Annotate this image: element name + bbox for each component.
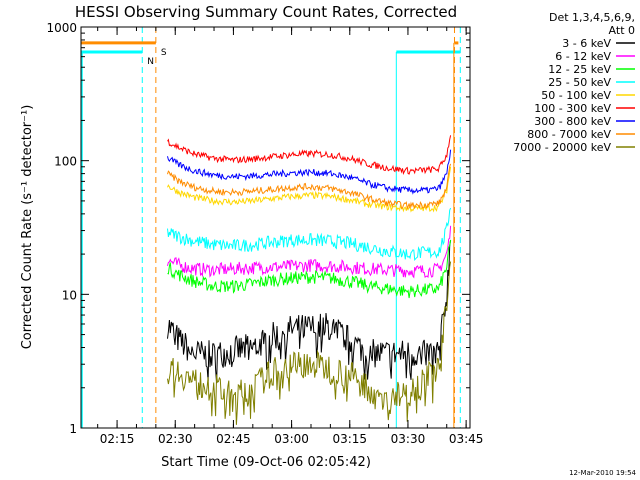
y-axis-label: Corrected Count Rate (s⁻¹ detector⁻¹) xyxy=(20,105,35,350)
y-tick-label: 1 xyxy=(69,422,77,436)
footer-timestamp: 12-Mar-2010 19:54 xyxy=(569,469,636,477)
legend-entry-label: 7000 - 20000 keV xyxy=(513,141,611,154)
legend-title: Att 0 xyxy=(609,24,635,37)
legend-entry-label: 800 - 7000 keV xyxy=(527,128,611,141)
legend-entry-label: 300 - 800 keV xyxy=(534,115,611,128)
x-tick-label: 03:30 xyxy=(391,432,426,446)
series-line xyxy=(167,207,452,261)
plot-frame xyxy=(80,26,471,429)
legend-entry-label: 12 - 25 keV xyxy=(548,63,611,76)
legend-entry-label: 50 - 100 keV xyxy=(541,89,611,102)
x-tick-label: 02:15 xyxy=(100,432,135,446)
legend-entry-label: 3 - 6 keV xyxy=(562,37,611,50)
series-line xyxy=(167,225,452,279)
flag-label-S: S xyxy=(161,48,167,58)
legend-entry-label: 25 - 50 keV xyxy=(548,76,611,89)
y-tick-label: 10 xyxy=(62,288,77,302)
legend-entry-label: 100 - 300 keV xyxy=(534,102,611,115)
series-line xyxy=(167,166,452,213)
legend-entry-label: 6 - 12 keV xyxy=(555,50,611,63)
series-line xyxy=(167,261,452,425)
series-line xyxy=(167,149,452,195)
series-line xyxy=(167,135,452,175)
x-tick-label: 03:15 xyxy=(332,432,367,446)
legend-title: Det 1,3,4,5,6,9, xyxy=(549,11,635,24)
x-tick-label: 02:45 xyxy=(216,432,251,446)
x-axis-label: Start Time (09-Oct-06 02:05:42) xyxy=(161,455,371,470)
x-tick-label: 02:30 xyxy=(158,432,193,446)
axes-frame xyxy=(80,26,471,429)
data-series-group xyxy=(81,27,461,428)
plot-area: NS xyxy=(81,27,461,428)
series-line xyxy=(167,239,452,384)
flag-label-N: N xyxy=(147,57,154,67)
x-tick-label: 03:45 xyxy=(449,432,484,446)
series-line xyxy=(167,163,452,211)
series-line xyxy=(167,239,452,299)
y-tick-label: 1000 xyxy=(46,21,77,35)
y-tick-label: 100 xyxy=(54,155,77,169)
x-tick-label: 03:00 xyxy=(274,432,309,446)
x-axis: 02:15 02:30 02:45 03:00 03:15 03:30 03:45 xyxy=(97,27,484,446)
chart-title: HESSI Observing Summary Count Rates, Cor… xyxy=(75,3,457,21)
y-axis: 1 10 100 1000 xyxy=(46,21,470,436)
